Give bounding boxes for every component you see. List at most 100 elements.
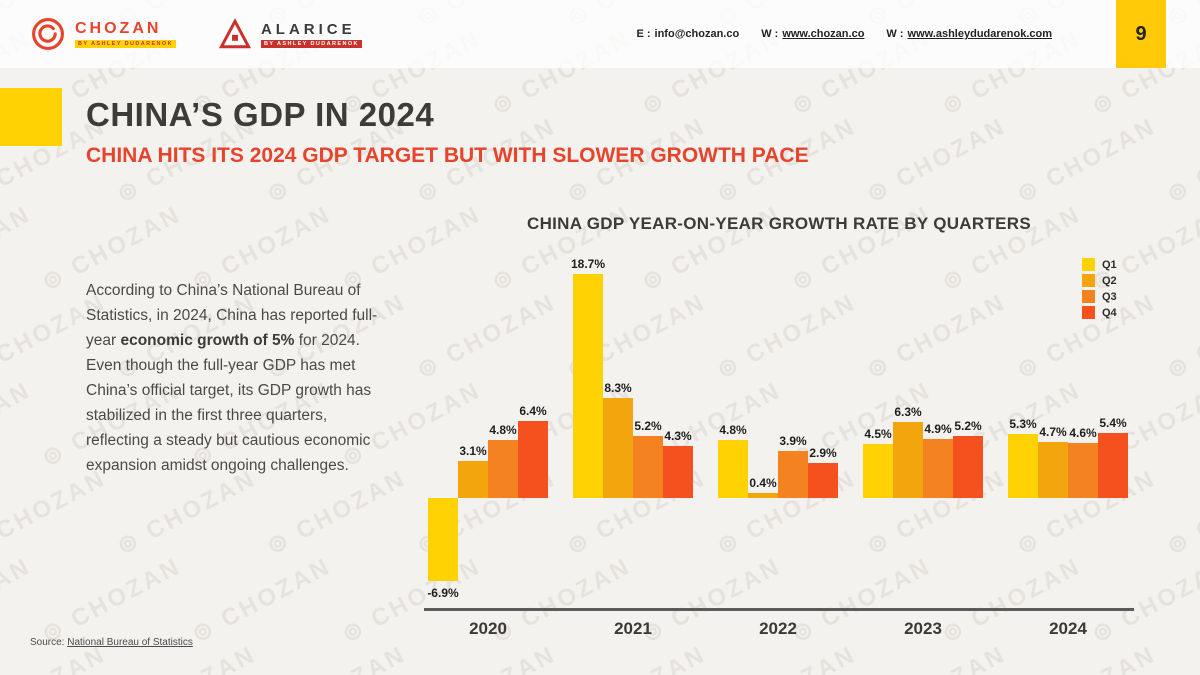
watermark-text: ⊚ CHOZAN bbox=[0, 376, 36, 473]
watermark-text: ⊚ CHOZAN bbox=[37, 552, 186, 649]
bar-2024-q4 bbox=[1098, 433, 1128, 498]
legend-swatch-q3 bbox=[1082, 290, 1095, 303]
bar-value-2024-q2: 4.7% bbox=[1039, 424, 1067, 439]
bar-2024-q2 bbox=[1038, 441, 1068, 498]
bar-2023-q4 bbox=[953, 435, 983, 498]
ashley-website-link[interactable]: www.ashleydudarenok.com bbox=[907, 28, 1052, 40]
watermark-text: ⊚ CHOZAN bbox=[1012, 112, 1161, 209]
legend-label-q3: Q3 bbox=[1102, 290, 1117, 303]
page-number: 9 bbox=[1135, 22, 1147, 45]
header-contacts: E : info@chozan.co W : www.chozan.co W : ww… bbox=[636, 28, 1052, 40]
page-subtitle: CHINA HITS ITS 2024 GDP TARGET BUT WITH … bbox=[86, 144, 809, 167]
bar-2020-q3 bbox=[488, 440, 518, 498]
page-number-badge: 9 bbox=[1116, 0, 1166, 68]
intro-text-bold: economic growth of 5% bbox=[120, 332, 295, 349]
watermark-text: ⊚ CHOZAN bbox=[0, 200, 36, 297]
bar-2021-q1 bbox=[573, 273, 603, 498]
bar-2024-q3 bbox=[1068, 442, 1098, 498]
bar-value-2021-q1: 18.7% bbox=[570, 256, 606, 271]
watermark-text: ⊚ CHOZAN bbox=[187, 552, 336, 649]
contact-email-label: E : bbox=[636, 28, 651, 40]
bar-value-2020-q3: 4.8% bbox=[489, 423, 517, 438]
bar-2020-q4 bbox=[518, 421, 548, 498]
axis-label-2023: 2023 bbox=[904, 619, 942, 638]
bar-value-2023-q3: 4.9% bbox=[924, 422, 952, 437]
bar-value-2022-q1: 4.8% bbox=[719, 423, 747, 438]
bar-2022-q4 bbox=[808, 463, 838, 498]
watermark-text: ⊚ CHOZAN bbox=[862, 640, 1011, 675]
legend-swatch-q2 bbox=[1082, 274, 1095, 287]
bar-value-2023-q1: 4.5% bbox=[864, 427, 892, 441]
bar-2022-q1 bbox=[718, 440, 748, 498]
bar-2023-q3 bbox=[923, 439, 953, 498]
bar-2022-q3 bbox=[778, 451, 808, 498]
bar-value-2021-q3: 5.2% bbox=[634, 418, 662, 433]
watermark-text: ⊚ CHOZAN bbox=[0, 552, 36, 649]
alarice-logo: ALARICE BY ASHLEY DUDARENOK bbox=[218, 17, 362, 51]
source-note: Source: National Bureau of Statistics bbox=[30, 637, 193, 648]
chozan-logo-text: CHOZAN bbox=[75, 20, 162, 37]
watermark-text: ⊚ CHOZAN bbox=[1012, 640, 1161, 675]
bar-value-2022-q3: 3.9% bbox=[779, 434, 807, 449]
chozan-logo-icon bbox=[30, 16, 66, 52]
x-axis-line bbox=[424, 608, 1134, 611]
bar-value-2024-q1: 5.3% bbox=[1009, 417, 1037, 432]
bar-value-2024-q4: 5.4% bbox=[1099, 416, 1127, 431]
chozan-logo: CHOZAN BY ASHLEY DUDARENOK bbox=[30, 16, 176, 52]
watermark-text: ⊚ CHOZAN bbox=[1162, 288, 1200, 385]
gdp-bar-chart: -6.9% 3.1% 4.8% 6.4% 2020 18.7% 8.3% 5.2% 4.3% 20… bbox=[424, 246, 1134, 638]
page-title: CHINA’S GDP IN 2024 bbox=[86, 96, 435, 133]
axis-label-2021: 2021 bbox=[614, 619, 652, 638]
alarice-logo-tagline: BY ASHLEY DUDARENOK bbox=[260, 39, 362, 48]
watermark-text: ⊚ CHOZAN bbox=[862, 112, 1011, 209]
bar-value-2023-q2: 6.3% bbox=[894, 405, 922, 420]
chozan-logo-tagline: BY ASHLEY DUDARENOK bbox=[75, 40, 176, 48]
watermark-text: ⊚ CHOZAN bbox=[0, 464, 111, 561]
alarice-logo-icon bbox=[218, 17, 252, 51]
bar-value-2021-q2: 8.3% bbox=[604, 381, 632, 396]
legend-label-q2: Q2 bbox=[1102, 274, 1117, 287]
header-bar: CHOZAN BY ASHLEY DUDARENOK ALARICE BY AS… bbox=[0, 0, 1200, 68]
legend-item-q4: Q4 bbox=[1082, 306, 1117, 319]
contact-website-chozan: W : www.chozan.co bbox=[761, 28, 864, 40]
bar-value-2020-q1: -6.9% bbox=[427, 585, 459, 600]
bar-2020-q1 bbox=[428, 498, 458, 581]
legend-label-q1: Q1 bbox=[1102, 258, 1117, 271]
bar-2023-q1 bbox=[863, 444, 893, 498]
watermark-text: ⊚ CHOZAN bbox=[1162, 112, 1200, 209]
bar-value-2022-q4: 2.9% bbox=[809, 446, 837, 461]
alarice-logo-text: ALARICE bbox=[260, 20, 356, 38]
bar-2020-q2 bbox=[458, 460, 488, 498]
bar-2021-q2 bbox=[603, 398, 633, 498]
legend-swatch-q1 bbox=[1082, 258, 1095, 271]
bar-2021-q4 bbox=[663, 446, 693, 498]
intro-text-post: for 2024. Even though the full-year GDP … bbox=[86, 332, 372, 474]
contact-web1-label: W : bbox=[761, 28, 779, 40]
bar-value-2023-q4: 5.2% bbox=[954, 418, 982, 433]
watermark-text: ⊚ CHOZAN bbox=[1162, 640, 1200, 675]
chart-legend: Q1 Q2 Q3 Q4 bbox=[1082, 258, 1117, 322]
bar-2024-q1 bbox=[1008, 434, 1038, 498]
bar-2022-q2 bbox=[748, 493, 778, 498]
source-link[interactable]: National Bureau of Statistics bbox=[67, 637, 193, 648]
watermark-text: ⊚ CHOZAN bbox=[112, 464, 261, 561]
bar-value-2020-q2: 3.1% bbox=[459, 443, 487, 458]
contact-web2-label: W : bbox=[886, 28, 904, 40]
axis-label-2022: 2022 bbox=[759, 619, 797, 638]
watermark-text: ⊚ CHOZAN bbox=[412, 640, 561, 675]
legend-item-q1: Q1 bbox=[1082, 258, 1117, 271]
bar-value-2021-q4: 4.3% bbox=[664, 429, 692, 444]
intro-text-pre: According to China’s National Bureau of … bbox=[86, 282, 378, 349]
watermark-text: ⊚ CHOZAN bbox=[1162, 464, 1200, 561]
legend-label-q4: Q4 bbox=[1102, 306, 1117, 319]
watermark-text: ⊚ CHOZAN bbox=[712, 640, 861, 675]
axis-label-2024: 2024 bbox=[1049, 619, 1087, 638]
bar-value-2024-q3: 4.6% bbox=[1069, 425, 1097, 440]
chozan-website-link[interactable]: www.chozan.co bbox=[782, 28, 865, 40]
title-accent-square bbox=[0, 88, 62, 146]
watermark-text: ⊚ CHOZAN bbox=[262, 640, 411, 675]
contact-website-ashley: W : www.ashleydudarenok.com bbox=[886, 28, 1052, 40]
watermark-text: ⊚ CHOZAN bbox=[262, 464, 411, 561]
legend-swatch-q4 bbox=[1082, 306, 1095, 319]
chart-title: CHINA GDP YEAR-ON-YEAR GROWTH RATE BY QU… bbox=[527, 214, 1031, 233]
